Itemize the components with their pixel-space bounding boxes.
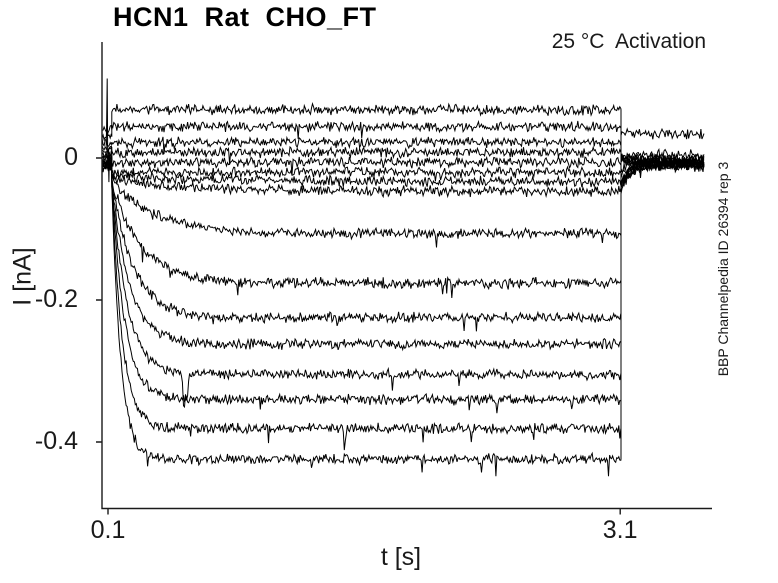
page-title: HCN1 Rat CHO_FT [113, 2, 377, 32]
x-tick-label-3.1: 3.1 [602, 516, 638, 544]
x-tick-label-0.1: 0.1 [90, 516, 126, 544]
current-trace-sweep-10 [101, 158, 705, 299]
capacitive-spike [105, 78, 110, 183]
y-tick-label-0: 0 [64, 143, 78, 171]
current-trace-sweep-15 [101, 159, 705, 451]
current-trace-sweep-16 [101, 160, 705, 477]
x-axis-label: t [s] [380, 543, 422, 571]
current-trace-sweep-11 [101, 159, 705, 332]
axes [96, 42, 712, 515]
y-tick-label--0.4: -0.4 [34, 426, 78, 455]
current-trace-sweep-09 [101, 156, 705, 248]
current-trace-sweep-07 [101, 154, 705, 188]
current-trace-sweep-06 [101, 150, 705, 182]
current-trace-sweep-02 [101, 119, 705, 161]
y-axis-label: I [nA] [8, 247, 37, 306]
current-trace-sweep-01 [102, 102, 705, 140]
current-trace-sweep-03 [101, 135, 705, 164]
temperature-mode-annotation: 25 °C Activation [551, 30, 706, 53]
current-trace-sweep-04 [101, 145, 705, 166]
current-trace-sweep-08 [101, 154, 705, 199]
current-trace-sweep-12 [101, 156, 705, 352]
current-trace-sweep-05 [101, 145, 705, 176]
current-trace-sweep-13 [101, 158, 705, 409]
current-trace-sweep-14 [101, 160, 705, 414]
channelpedia-id-label: BBP Channelpedia ID 26394 rep 3 [715, 161, 731, 377]
y-tick-label--0.2: -0.2 [34, 284, 78, 313]
